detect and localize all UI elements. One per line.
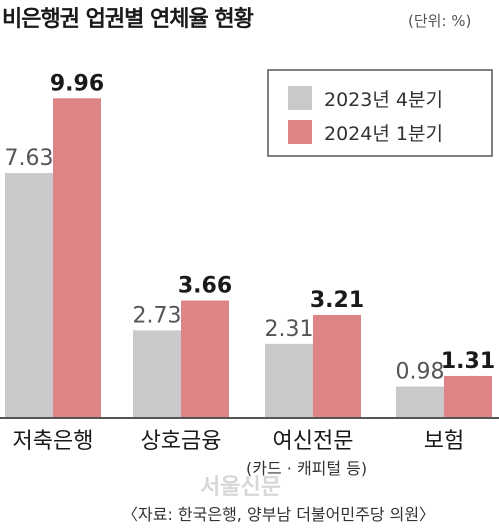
value-label-2023-0: 7.63: [5, 146, 54, 171]
legend-label-2023: 2023년 4분기: [324, 89, 443, 111]
value-label-2023-2: 2.31: [265, 317, 314, 342]
bars: [5, 98, 492, 418]
bar-2023-1: [133, 330, 181, 418]
source-note: 〈자료: 한국은행, 양부남 더불어민주당 의원〉: [122, 505, 435, 524]
bar-2023-0: [5, 173, 53, 418]
category-note: (카드 · 캐피털 등): [246, 459, 367, 478]
value-labels: 7.63 9.96 2.73 3.66 2.31 3.21 0.981.31: [5, 71, 496, 384]
category-label-2: 여신전문: [273, 429, 354, 454]
legend-label-2024: 2024년 1분기: [324, 123, 443, 145]
value-label-2023-1: 2.73: [133, 303, 182, 328]
bar-2024-1: [181, 300, 229, 418]
category-label-3: 보험: [424, 429, 464, 454]
value-label-2024-3: 1.31: [441, 349, 495, 374]
watermark: 서울신문: [200, 475, 281, 500]
chart-title: 비은행권 업권별 연체율 현황: [2, 7, 254, 32]
bar-2023-3: [396, 386, 444, 418]
bar-2024-3: [444, 375, 492, 418]
value-label-2023-3: 0.98: [396, 360, 445, 385]
category-label-0: 저축은행: [13, 429, 94, 454]
value-label-2024-2: 3.21: [310, 288, 364, 313]
value-label-2024-0: 9.96: [50, 71, 104, 96]
bar-2024-2: [313, 314, 361, 418]
category-label-1: 상호금융: [141, 429, 222, 454]
bar-2023-2: [265, 343, 313, 418]
legend-swatch-2024: [288, 120, 312, 144]
legend: 2023년 4분기 2024년 1분기: [267, 69, 493, 157]
bar-2024-0: [53, 98, 101, 418]
unit-label: (단위: %): [408, 12, 471, 30]
category-labels: 저축은행 상호금융 여신전문 보험: [13, 429, 465, 454]
value-label-2024-1: 3.66: [178, 274, 232, 299]
legend-swatch-2023: [288, 86, 312, 110]
